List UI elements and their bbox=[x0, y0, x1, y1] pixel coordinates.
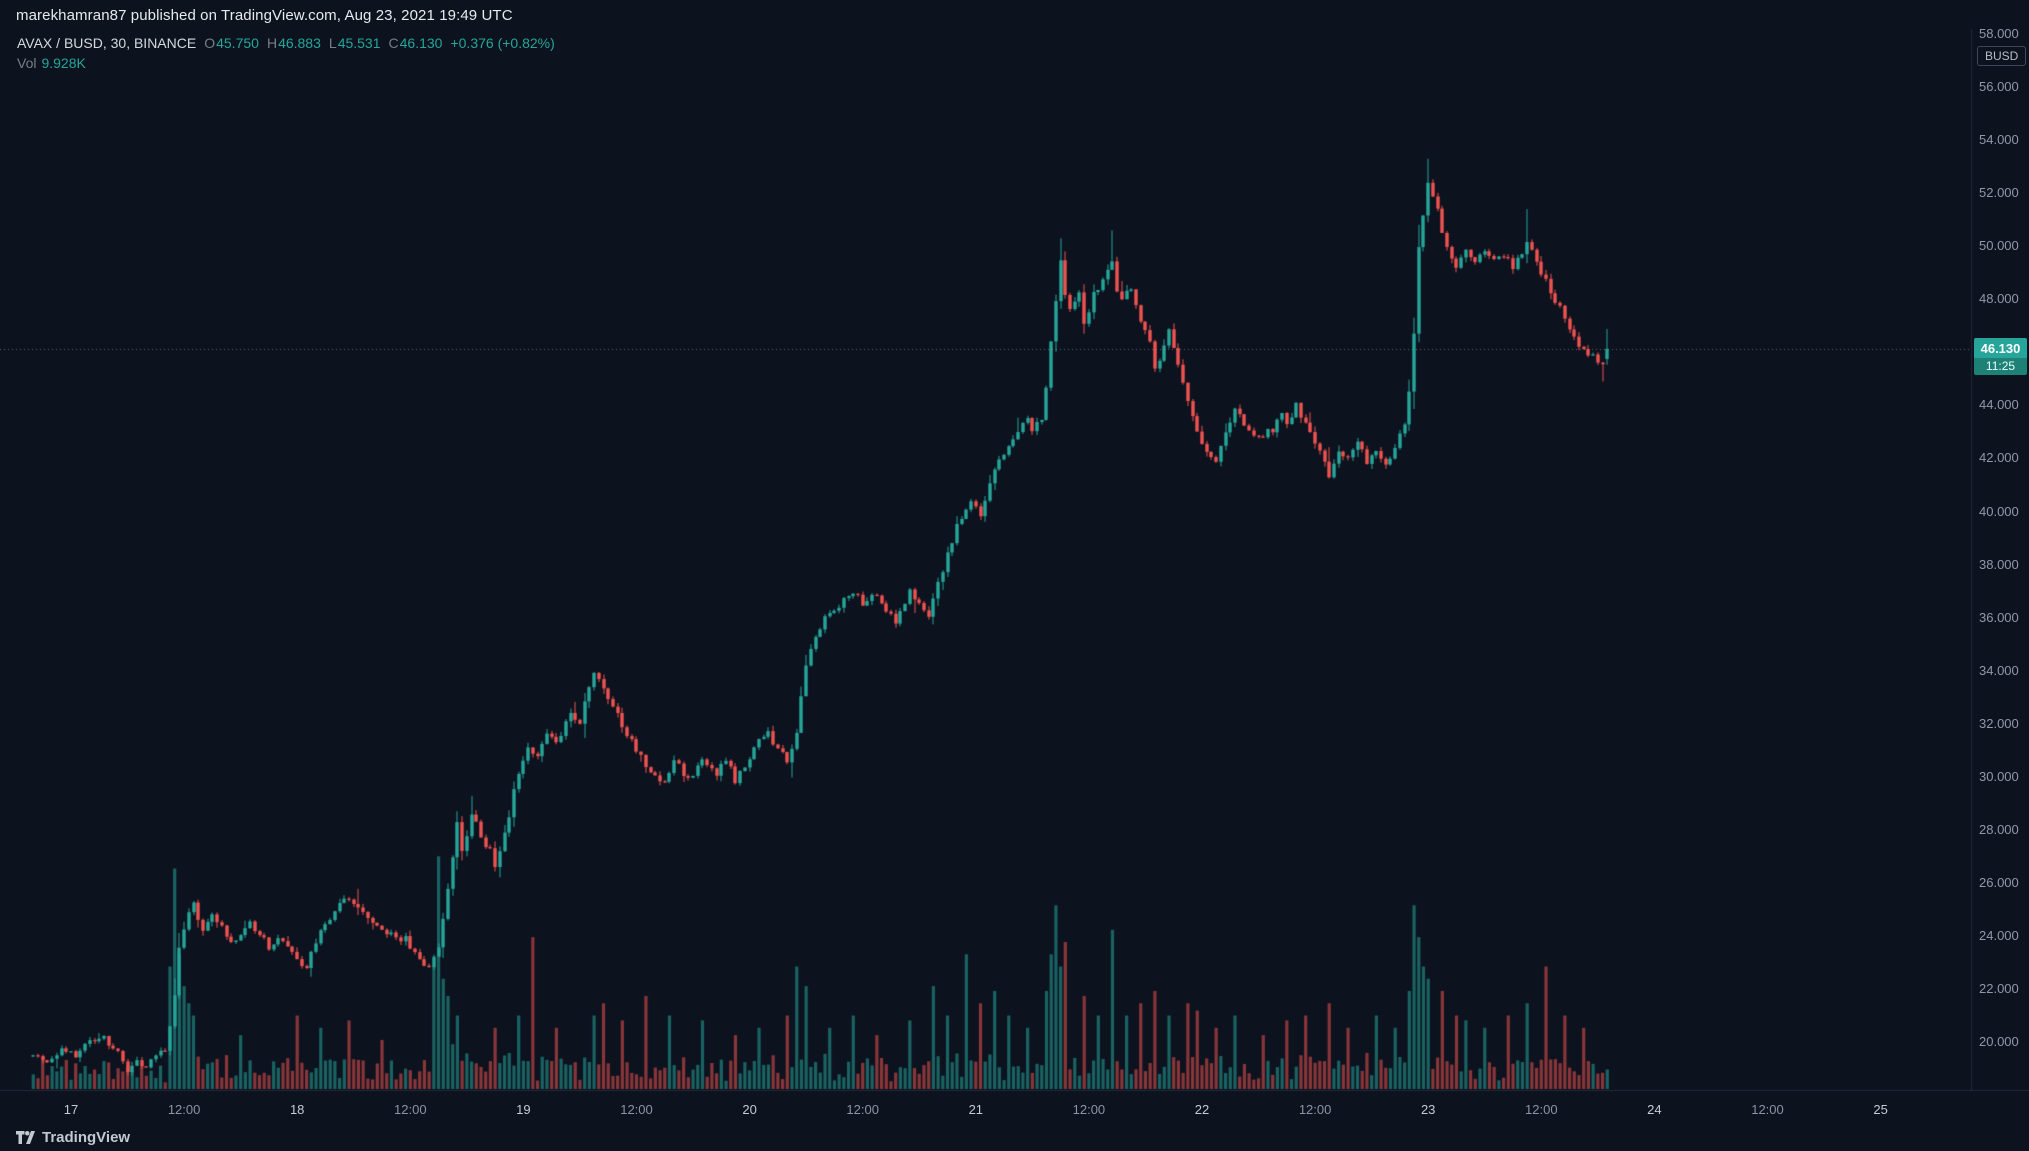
time-tick-label: 12:00 bbox=[394, 1102, 427, 1117]
time-tick-label: 12:00 bbox=[846, 1102, 879, 1117]
time-tick-label: 21 bbox=[968, 1102, 984, 1117]
legend-high: H 46.883 bbox=[267, 35, 321, 51]
chart-legend: AVAX / BUSD, 30, BINANCE O 45.750 H 46.8… bbox=[17, 33, 555, 72]
time-tick-label: 23 bbox=[1420, 1102, 1436, 1117]
time-tick-label: 22 bbox=[1194, 1102, 1210, 1117]
price-tick-label: 32.000 bbox=[1979, 715, 2019, 731]
volume-label: Vol bbox=[17, 54, 37, 71]
price-tick-label: 52.000 bbox=[1979, 185, 2019, 201]
price-tick-label: 56.000 bbox=[1979, 79, 2019, 95]
low-label: L bbox=[328, 34, 337, 51]
price-scale[interactable]: BUSD 46.130 11:25 58.000 56.000 54.000 52.0… bbox=[1972, 0, 2029, 1151]
symbol-title[interactable]: AVAX / BUSD, 30, BINANCE bbox=[17, 34, 197, 51]
open-value: 45.750 bbox=[216, 34, 259, 51]
change-value: +0.376 (+0.82%) bbox=[450, 34, 555, 51]
open-label: O bbox=[204, 34, 216, 51]
currency-badge: BUSD bbox=[1977, 46, 2027, 66]
high-label: H bbox=[266, 34, 278, 51]
time-tick-label: 12:00 bbox=[1751, 1102, 1784, 1117]
price-tick-label: 30.000 bbox=[1979, 768, 2019, 784]
legend-ohlc-row: AVAX / BUSD, 30, BINANCE O 45.750 H 46.8… bbox=[17, 33, 555, 52]
close-label: C bbox=[388, 34, 399, 51]
time-tick-label: 17 bbox=[63, 1102, 79, 1117]
close-value: 46.130 bbox=[399, 34, 443, 51]
price-tick-label: 58.000 bbox=[1979, 26, 2019, 41]
tradingview-wordmark: TradingView bbox=[42, 1129, 131, 1146]
bar-countdown: 11:25 bbox=[1974, 357, 2027, 375]
price-tick-label: 24.000 bbox=[1979, 928, 2019, 944]
price-tick-label: 38.000 bbox=[1979, 556, 2019, 572]
legend-close: C 46.130 bbox=[389, 35, 443, 51]
legend-open: O 45.750 bbox=[204, 35, 259, 51]
price-tick-label: 42.000 bbox=[1979, 450, 2019, 466]
price-tick-label: 28.000 bbox=[1979, 821, 2019, 837]
time-tick-label: 12:00 bbox=[1072, 1102, 1106, 1117]
time-tick-label: 12:00 bbox=[1298, 1102, 1332, 1117]
publish-info-bar: marekhamran87 published on TradingView.c… bbox=[0, 0, 2029, 30]
time-tick-label: 24 bbox=[1647, 1102, 1662, 1117]
legend-volume-row: Vol 9.928K bbox=[17, 53, 555, 72]
publish-line: marekhamran87 published on TradingView.c… bbox=[16, 7, 513, 24]
tradingview-logo-icon bbox=[16, 1131, 35, 1144]
time-tick-label: 12:00 bbox=[167, 1102, 201, 1117]
time-tick-label: 12:00 bbox=[620, 1102, 653, 1117]
time-tick-label: 18 bbox=[289, 1102, 305, 1117]
price-tick-label: 34.000 bbox=[1979, 662, 2019, 678]
price-tick-label: 50.000 bbox=[1979, 238, 2019, 254]
last-price-badge: 46.130 11:25 bbox=[1974, 337, 2027, 375]
price-tick-label: 26.000 bbox=[1979, 874, 2019, 890]
tradingview-brand-link[interactable]: TradingView bbox=[16, 1129, 130, 1146]
last-price-value: 46.130 bbox=[1974, 337, 2027, 358]
low-value: 45.531 bbox=[337, 34, 381, 51]
price-tick-label: 22.000 bbox=[1979, 981, 2019, 997]
time-scale[interactable]: 17 12:00 18 12:00 19 12:00 20 12:00 21 12:00 22 12:… bbox=[0, 1094, 1972, 1126]
footer: TradingView bbox=[0, 1124, 2029, 1151]
price-tick-label: 20.000 bbox=[1979, 1034, 2019, 1050]
price-tick-label: 36.000 bbox=[1979, 609, 2019, 625]
price-tick-label: 44.000 bbox=[1979, 397, 2019, 413]
high-value: 46.883 bbox=[278, 34, 321, 51]
price-tick-label: 40.000 bbox=[1979, 503, 2019, 519]
price-tick-label: 48.000 bbox=[1979, 291, 2019, 307]
time-tick-label: 12:00 bbox=[1525, 1102, 1558, 1117]
price-tick-label: 54.000 bbox=[1979, 132, 2019, 148]
time-tick-label: 19 bbox=[516, 1102, 531, 1117]
time-tick-label: 20 bbox=[742, 1102, 757, 1117]
time-tick-label: 25 bbox=[1873, 1102, 1888, 1117]
legend-low: L 45.531 bbox=[329, 35, 381, 51]
volume-value: 9.928K bbox=[41, 54, 86, 71]
